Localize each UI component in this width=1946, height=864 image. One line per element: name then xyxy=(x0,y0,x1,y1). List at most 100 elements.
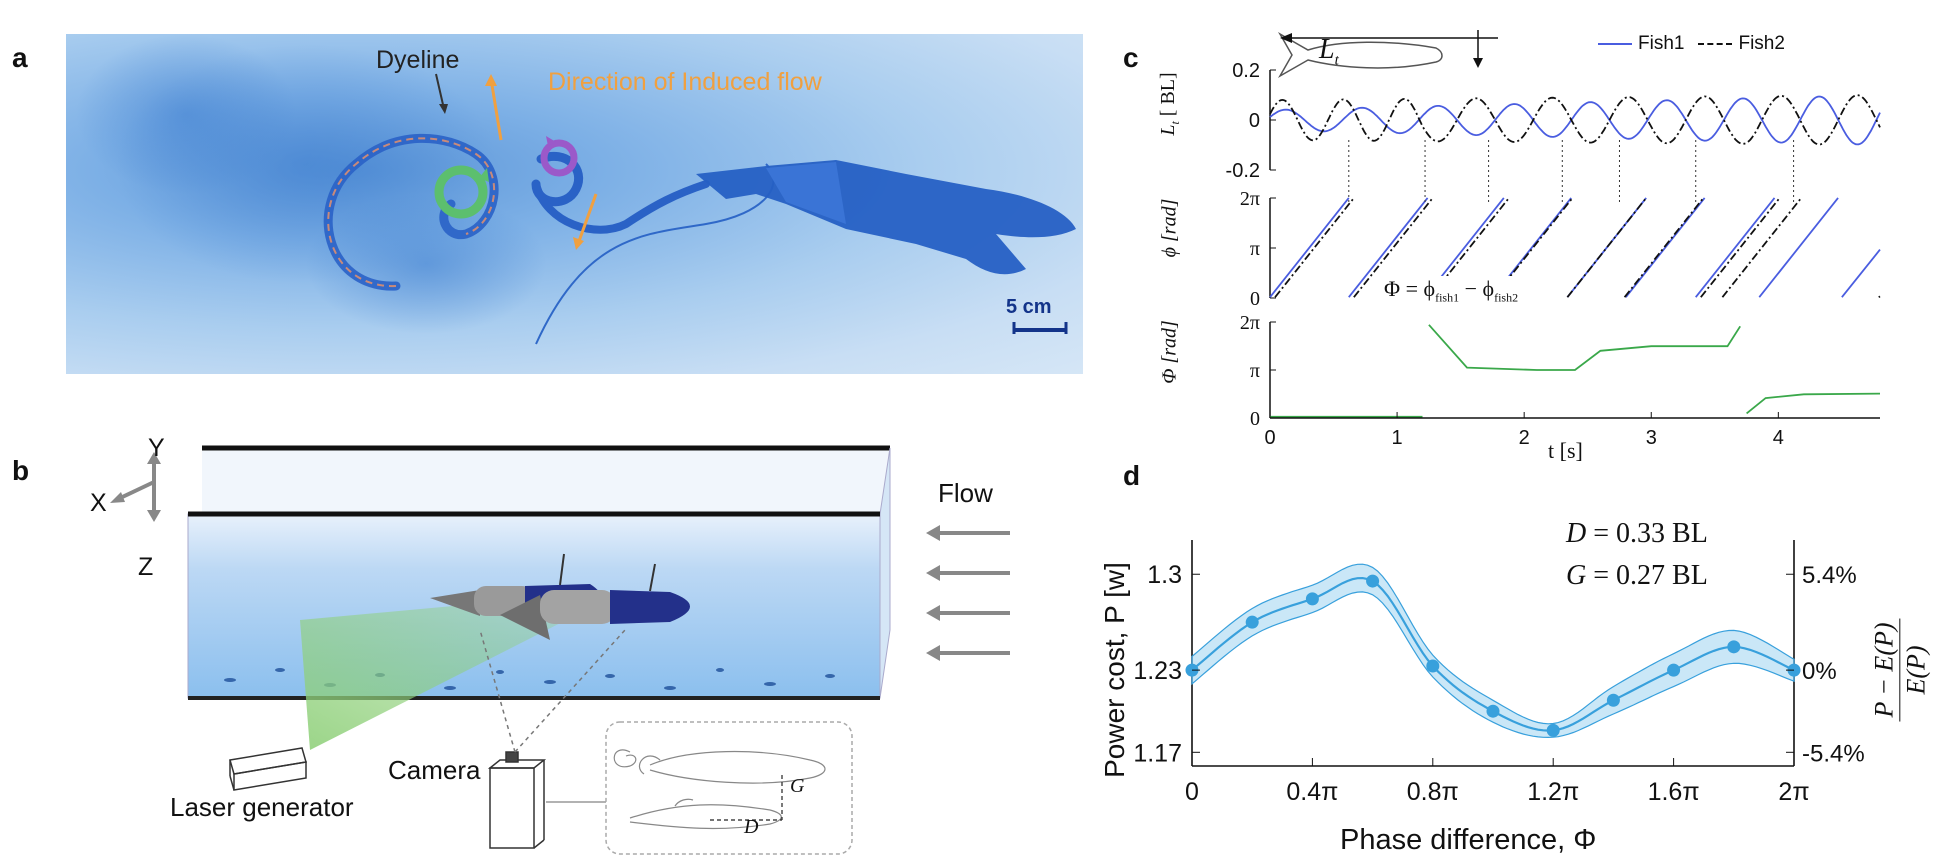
x-tick-label: 1.2π xyxy=(1527,778,1579,806)
left-y-tick-label: 1.23 xyxy=(1133,657,1182,685)
purple-vortex-arrow-icon xyxy=(546,136,556,146)
time-x-tick-label: 0 xyxy=(1264,427,1275,449)
power-ylabel: Power cost, P [w] xyxy=(1099,562,1130,778)
top-ylabel: Lt [ BL] xyxy=(1157,72,1182,136)
power-cost-chart: 1.3 1.23 1.17 5.4% 0% -5.4% 0 0.4π 0.8π 1.2π 1.6π 2… xyxy=(1133,540,1865,806)
camera-label: Camera xyxy=(388,755,481,785)
induced-flow-arrow-up xyxy=(489,78,503,141)
legend-fish1-label: Fish1 xyxy=(1638,33,1685,54)
purple-vortex-icon xyxy=(540,139,578,177)
lateral-displacement-inset xyxy=(1277,30,1498,79)
phase-ramp-fish2 xyxy=(1274,197,1355,298)
photo-drawing xyxy=(76,34,1076,345)
robotic-fish-icon xyxy=(696,160,1076,275)
camera-view-line xyxy=(514,629,626,753)
power-cost-point xyxy=(1727,640,1741,654)
phase-ramp-fish1 xyxy=(1269,197,1350,298)
mid-y-tick-label: 2π xyxy=(1240,188,1260,210)
legend-fish1-swatch xyxy=(1598,43,1632,45)
x-tick-label: 0.4π xyxy=(1286,778,1338,806)
left-y-tick-label: 1.3 xyxy=(1147,561,1182,589)
left-y-tick-label: 1.17 xyxy=(1133,739,1182,767)
time-x-tick-label: 2 xyxy=(1519,427,1530,449)
panel-letter-b: b xyxy=(12,455,30,486)
top-y-tick-label: 0 xyxy=(1249,110,1260,132)
power-cost-point xyxy=(1366,574,1380,588)
panel-letter-c: c xyxy=(1123,42,1139,73)
phase-ramp-fish1 xyxy=(1758,197,1839,298)
induced-flow-label: Direction of Induced flow xyxy=(548,68,822,96)
phase-difference-formula: Φ = ϕfish1 − ϕfish2 xyxy=(1380,276,1523,306)
top-y-tick-label: -0.2 xyxy=(1226,160,1260,182)
robotic-fish-joints xyxy=(766,162,846,224)
induced-flow-arrowhead-icon xyxy=(573,237,584,250)
power-cost-point xyxy=(1305,592,1319,606)
axis-y-label: Y xyxy=(148,434,165,462)
bot-y-tick-label: 0 xyxy=(1250,408,1260,430)
lt-series-line-fish1 xyxy=(1269,95,1881,146)
phase-ramp-fish2 xyxy=(1700,197,1781,298)
phase-ramp-fish2 xyxy=(1566,197,1647,298)
scale-bar-label: 5 cm xyxy=(1006,296,1052,318)
dyeline-pointer-arrowhead-icon xyxy=(439,104,448,114)
induced-flow-arrowhead-icon xyxy=(485,74,497,86)
phase-plot: 2π π 0 xyxy=(1240,140,1881,310)
phase-difference-line xyxy=(1746,392,1881,415)
mid-ylabel: ϕ [rad] xyxy=(1158,198,1181,258)
flow-label: Flow xyxy=(938,478,993,508)
x-tick-label: 0.8π xyxy=(1407,778,1459,806)
time-xlabel: t [s] xyxy=(1548,438,1583,463)
power-cost-point xyxy=(1245,615,1259,629)
camera-view-line xyxy=(479,629,516,753)
dyeline-tail xyxy=(532,180,710,234)
legend: Fish1 Fish2 xyxy=(1598,33,1785,55)
mid-y-tick-label: 0 xyxy=(1250,288,1260,310)
dyeline-label: Dyeline xyxy=(376,46,460,74)
lateral-displacement-plot: 0.2 0 -0.2 xyxy=(1226,60,1881,182)
inset-fish-outlines xyxy=(613,749,826,830)
green-vortex-arrow-icon xyxy=(479,168,489,182)
phase-ramp-fish1 xyxy=(1348,197,1429,298)
panel-letter-d: d xyxy=(1123,460,1141,491)
robotic-fish-front-icon xyxy=(500,563,690,640)
right-y-tick-label: 0% xyxy=(1802,658,1837,685)
x-tick-label: 2π xyxy=(1778,778,1809,806)
x-tick-label: 0 xyxy=(1185,778,1199,806)
inset-lt-label: Lt xyxy=(1319,34,1339,69)
annotation-d: D = 0.33 BL xyxy=(1566,518,1708,549)
time-axis: 0 1 2 3 4 xyxy=(1264,412,1880,449)
top-y-tick-label: 0.2 xyxy=(1232,60,1260,82)
axis-z-label: Z xyxy=(138,553,154,581)
dye-cloud xyxy=(306,194,546,334)
power-cost-point xyxy=(1667,663,1681,677)
dyeline-pointer xyxy=(435,73,445,110)
legend-fish2-label: Fish2 xyxy=(1738,33,1785,54)
camera-icon xyxy=(487,751,547,849)
annotation-g: G = 0.27 BL xyxy=(1566,560,1708,591)
axis-x-label: X xyxy=(90,489,107,517)
time-x-tick-label: 1 xyxy=(1392,427,1403,449)
mid-y-tick-label: π xyxy=(1250,238,1260,260)
green-vortex-icon xyxy=(434,165,488,219)
phase-ramp-fish1 xyxy=(1625,197,1706,298)
phase-difference-line xyxy=(1428,324,1741,371)
inset-d-label: D xyxy=(744,816,759,838)
laser-generator-label: Laser generator xyxy=(170,792,354,822)
time-x-tick-label: 3 xyxy=(1646,427,1657,449)
fish-layout-inset xyxy=(605,721,853,855)
dye-cloud xyxy=(76,34,296,194)
experimental-setup-diagram xyxy=(110,445,1010,855)
relative-ylabel: P − E(P) E(P) xyxy=(1868,618,1931,722)
power-cost-point xyxy=(1426,659,1440,673)
right-y-tick-label: 5.4% xyxy=(1802,562,1857,589)
lt-series-line-fish2 xyxy=(1269,94,1881,146)
phase-ramp-fish2 xyxy=(1623,197,1705,298)
phase-ramp-fish2 xyxy=(1353,197,1434,298)
flow-arrows xyxy=(926,525,1010,661)
phase-difference-plot: 2π π 0 xyxy=(1240,312,1881,430)
laser-sheet xyxy=(300,598,590,750)
phase-ramp-fish2 xyxy=(1878,295,1881,298)
dyeline-trace xyxy=(327,137,495,288)
right-y-tick-label: -5.4% xyxy=(1802,740,1865,767)
inset-g-label: G xyxy=(790,775,805,797)
